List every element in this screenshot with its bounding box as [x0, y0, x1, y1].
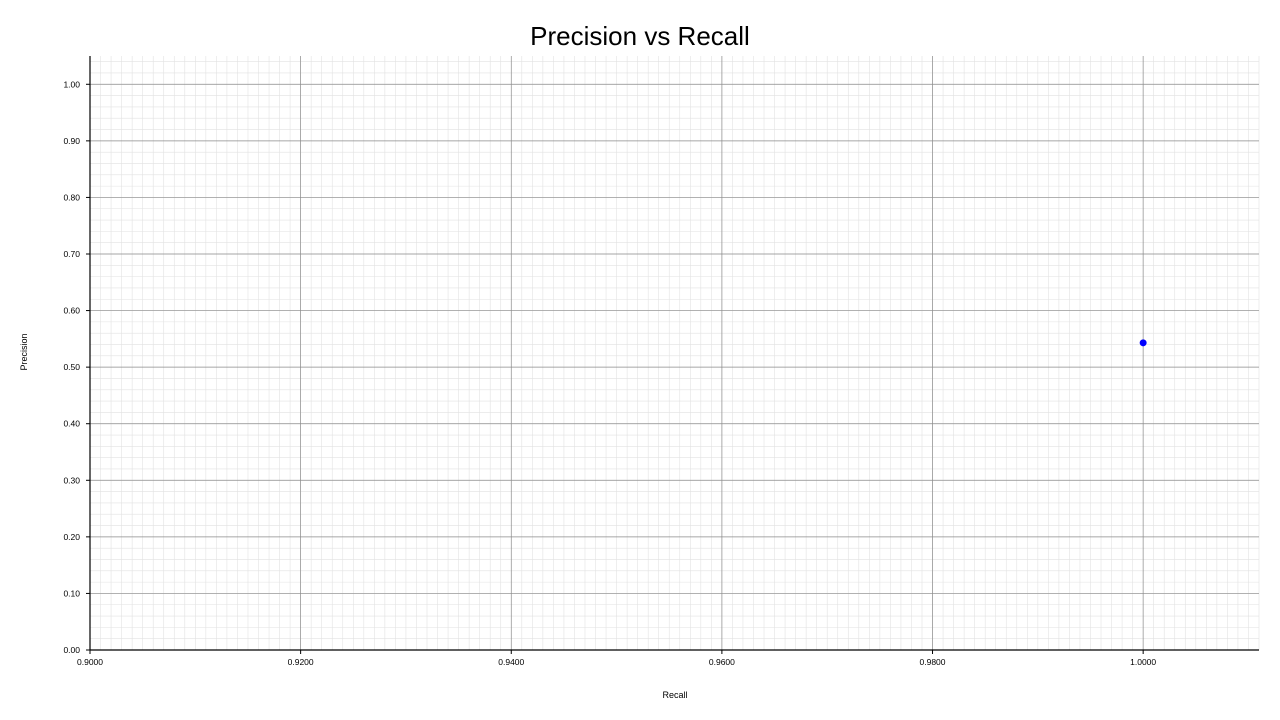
data-point — [1139, 339, 1147, 347]
y-tick-label: 0.00 — [63, 645, 80, 655]
x-tick-label: 0.9600 — [709, 657, 735, 667]
x-tick-label: 0.9000 — [77, 657, 103, 667]
x-tick-label: 0.9400 — [498, 657, 524, 667]
y-tick-label: 0.40 — [63, 419, 80, 429]
y-axis-label: Precision — [19, 333, 29, 370]
y-tick-label: 0.20 — [63, 532, 80, 542]
y-tick-label: 0.60 — [63, 306, 80, 316]
y-tick-label: 1.00 — [63, 79, 80, 89]
y-axis-ticks: 0.00 0.10 0.20 0.30 0.40 0.50 0.60 0.70 0.80 0.90… — [63, 79, 90, 655]
major-grid — [89, 56, 1259, 651]
y-tick-label: 0.50 — [63, 362, 80, 372]
x-tick-label: 0.9200 — [288, 657, 314, 667]
y-tick-label: 0.10 — [63, 588, 80, 598]
y-tick-label: 0.30 — [63, 475, 80, 485]
chart-title: Precision vs Recall — [530, 21, 750, 51]
x-axis-ticks: 0.9000 0.9200 0.9400 0.9600 0.9800 1.0000 — [77, 650, 1156, 667]
x-axis-label: Recall — [662, 690, 687, 700]
x-tick-label: 0.9800 — [920, 657, 946, 667]
y-tick-label: 0.90 — [63, 136, 80, 146]
x-tick-label: 1.0000 — [1130, 657, 1156, 667]
minor-grid — [89, 56, 1260, 651]
y-tick-label: 0.70 — [63, 249, 80, 259]
axes — [89, 56, 1259, 651]
data-points — [1139, 339, 1147, 347]
y-tick-label: 0.80 — [63, 192, 80, 202]
